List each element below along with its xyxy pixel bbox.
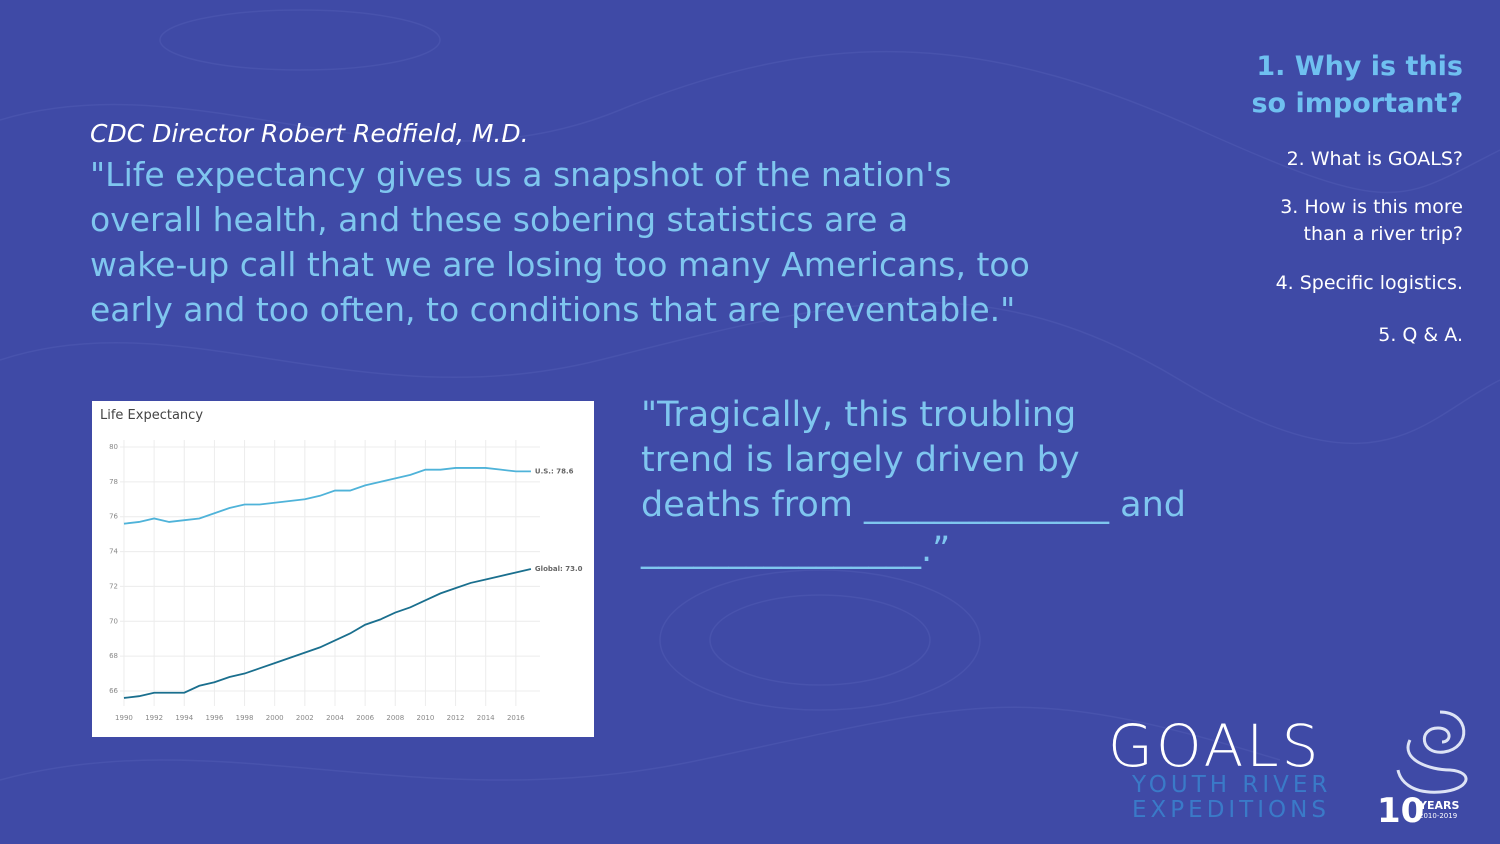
end-label: Global: 73.0 — [535, 565, 583, 573]
question: "Tragically, this troubling trend is larg… — [640, 395, 1186, 570]
agenda-item: 4. Specific logistics. — [1276, 272, 1463, 294]
chart-title: Life Expectancy — [100, 408, 203, 423]
series-line — [123, 467, 531, 525]
agenda-item: than a river trip? — [1304, 223, 1463, 245]
series-line — [123, 568, 532, 699]
agenda-item: 2. What is GOALS? — [1287, 148, 1463, 170]
x-tick-label: 2002 — [296, 714, 314, 722]
x-tick-label: 1994 — [175, 714, 193, 722]
x-tick-label: 2008 — [386, 714, 404, 722]
logo-tagline: YOUTH RIVER — [1131, 772, 1331, 798]
x-tick-label: 1996 — [205, 714, 223, 722]
topo-pattern — [0, 9, 1500, 781]
quote-line: overall health, and these sobering stati… — [90, 200, 908, 239]
y-tick-label: 68 — [109, 652, 118, 660]
agenda-item: 5. Q & A. — [1378, 324, 1463, 346]
y-tick-label: 74 — [109, 548, 118, 556]
chart: Life Expectancy 66 68 70 72 74 76 78 80 1990 1992… — [92, 401, 594, 737]
agenda-item: 1. Why is this — [1256, 51, 1463, 82]
x-tick-label: 2004 — [326, 714, 344, 722]
chart-background — [92, 401, 594, 737]
logo: GOALS YOUTH RIVER EXPEDITIONS 10 YEARS 2… — [1108, 710, 1468, 831]
logo-name: GOALS — [1108, 712, 1321, 780]
quote-line: wake-up call that we are losing too many… — [90, 245, 1030, 284]
question-line: ________________.” — [640, 530, 950, 570]
x-tick-label: 1992 — [145, 714, 163, 722]
y-tick-label: 76 — [109, 513, 118, 521]
logo-span: 2010-2019 — [1419, 812, 1457, 820]
speaker: CDC Director Robert Redfield, M.D. — [90, 119, 529, 148]
end-label: U.S.: 78.6 — [535, 467, 574, 475]
agenda: 1. Why is this so important? 2. What is GO… — [1251, 51, 1463, 346]
logo-tagline: EXPEDITIONS — [1132, 797, 1330, 823]
quote-line: early and too often, to conditions that … — [90, 290, 1015, 329]
x-tick-label: 1990 — [115, 714, 133, 722]
y-tick-label: 66 — [109, 687, 118, 695]
quote-line: "Life expectancy gives us a snapshot of … — [90, 155, 952, 194]
x-tick-label: 2000 — [266, 714, 284, 722]
x-tick-label: 2012 — [447, 714, 465, 722]
x-tick-label: 2006 — [356, 714, 374, 722]
agenda-item: so important? — [1251, 88, 1463, 119]
y-tick-label: 70 — [109, 617, 118, 625]
y-tick-label: 80 — [109, 443, 118, 451]
x-tick-label: 2010 — [417, 714, 435, 722]
question-line: trend is largely driven by — [641, 440, 1080, 480]
quote: "Life expectancy gives us a snapshot of … — [90, 155, 1030, 329]
agenda-item: 3. How is this more — [1280, 196, 1463, 218]
x-tick-label: 2016 — [507, 714, 525, 722]
logo-spiral — [1396, 710, 1468, 794]
y-tick-label: 78 — [109, 478, 118, 486]
logo-anniversary: 10 — [1377, 791, 1424, 831]
x-tick-label: 1998 — [236, 714, 254, 722]
question-line: deaths from ______________ and — [641, 485, 1186, 525]
x-tick-label: 2014 — [477, 714, 495, 722]
question-line: "Tragically, this troubling — [641, 395, 1076, 435]
y-tick-label: 72 — [109, 582, 118, 590]
logo-years: YEARS — [1418, 799, 1459, 812]
